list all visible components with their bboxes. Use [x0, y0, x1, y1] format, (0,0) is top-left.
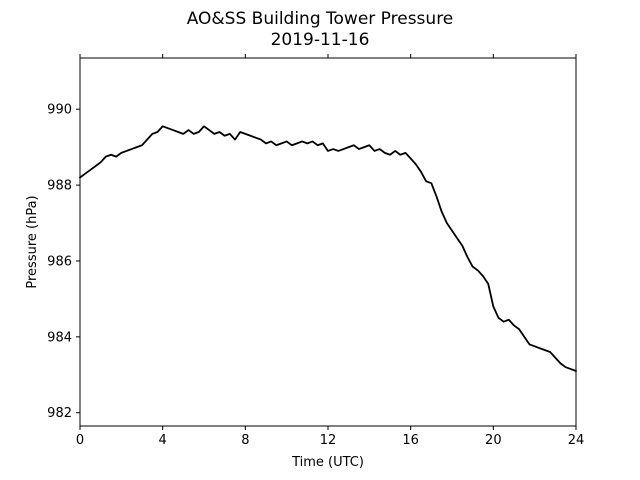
y-tick-label: 982: [47, 406, 72, 421]
y-tick-label: 986: [47, 254, 72, 269]
pressure-series-line: [79, 125, 577, 372]
y-axis-ticks: 982 984 986 988 990: [47, 103, 80, 421]
x-tick-label: 0: [76, 433, 84, 448]
x-tick-label: 12: [320, 433, 337, 448]
x-axis-ticks: 0 4 8 12 16 20 24: [76, 54, 584, 448]
axes: [79, 57, 577, 427]
plot-frame: [79, 57, 577, 427]
y-axis-label: Pressure (hPa): [25, 195, 40, 288]
y-tick-label: 990: [47, 103, 72, 118]
x-tick-label: 24: [568, 433, 585, 448]
x-tick-label: 8: [241, 433, 249, 448]
x-tick-label: 20: [485, 433, 502, 448]
chart-subtitle: 2019-11-16: [271, 30, 370, 50]
x-tick-label: 16: [402, 433, 419, 448]
y-tick-label: 988: [47, 179, 72, 194]
chart-title: AO&SS Building Tower Pressure: [187, 9, 454, 29]
x-axis-label: Time (UTC): [291, 455, 364, 470]
x-tick-label: 4: [159, 433, 167, 448]
y-tick-label: 984: [47, 330, 72, 345]
